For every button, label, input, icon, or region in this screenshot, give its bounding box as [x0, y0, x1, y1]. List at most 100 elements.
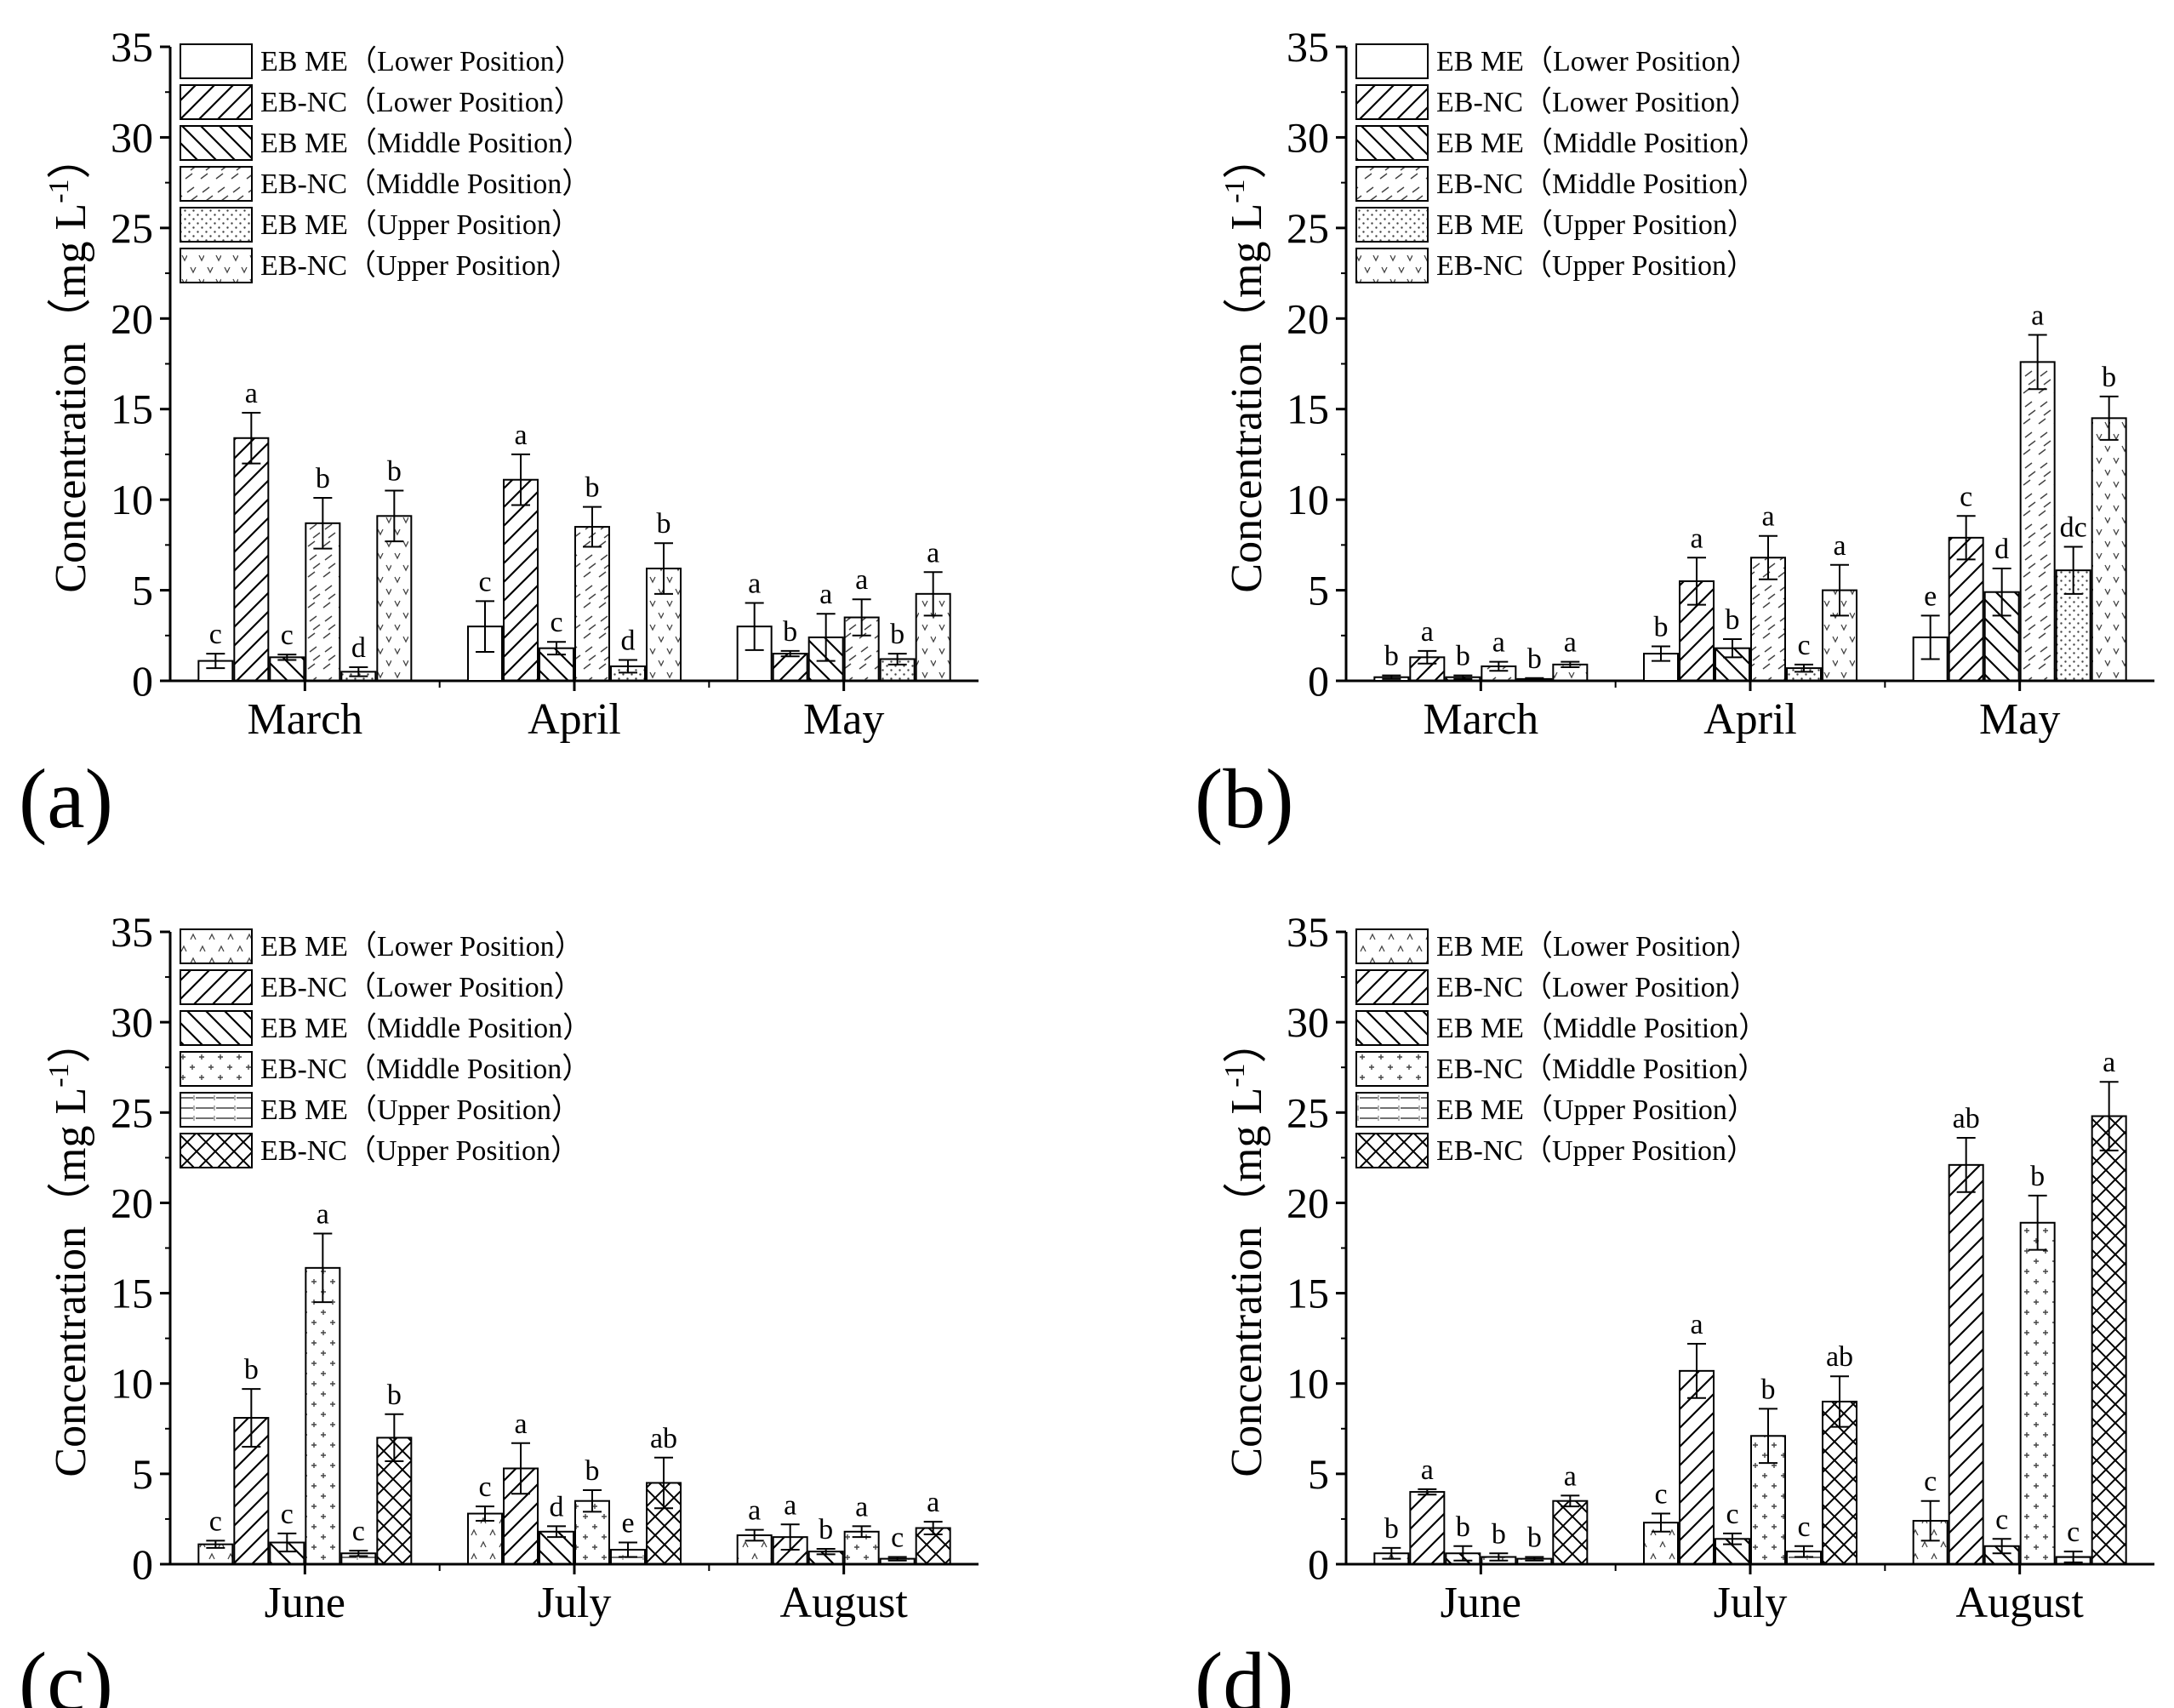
significance-label: b — [1492, 1518, 1506, 1550]
bar — [2019, 1221, 2056, 1566]
bar — [1552, 1499, 1589, 1565]
y-tick-label: 10 — [111, 476, 153, 523]
legend-swatch — [180, 207, 253, 243]
bar — [503, 478, 539, 682]
x-category-label: April — [528, 695, 621, 744]
significance-label: a — [245, 378, 258, 409]
significance-label: c — [550, 607, 562, 638]
y-axis-label: Concentration（mg L-1） — [43, 134, 95, 592]
legend-label: EB ME（Middle Position） — [1436, 127, 1767, 159]
legend-swatch — [1355, 166, 1429, 202]
significance-label: b — [316, 463, 330, 494]
legend-label: EB-NC（Upper Position） — [1436, 249, 1755, 282]
significance-label: a — [855, 564, 868, 596]
y-tick-label: 20 — [111, 294, 153, 342]
significance-label: c — [281, 1499, 294, 1530]
significance-label: c — [2067, 1517, 2080, 1548]
legend-label: EB-NC（Lower Position） — [260, 86, 583, 118]
bar — [1948, 1163, 1984, 1565]
legend-swatch — [180, 928, 253, 964]
significance-label: b — [1761, 1374, 1776, 1405]
significance-label: a — [1564, 627, 1577, 659]
legend-swatch — [180, 969, 253, 1005]
chart-panel-c: 0 5 10 15 20 25 30 35 Concentration（mg L-1） June c… — [19, 908, 979, 1708]
y-tick-label: 25 — [1287, 1088, 1329, 1136]
bar — [269, 656, 305, 682]
panel-label: (c) — [19, 1635, 113, 1708]
y-tick-label: 35 — [1287, 908, 1329, 956]
significance-label: b — [1456, 641, 1470, 672]
y-tick-label: 15 — [111, 1270, 153, 1317]
significance-label: b — [1456, 1511, 1470, 1543]
x-category-label: March — [1423, 695, 1538, 744]
significance-label: a — [1421, 616, 1434, 648]
legend-swatch — [1355, 1010, 1429, 1046]
significance-label: b — [387, 1380, 402, 1411]
significance-label: d — [621, 626, 636, 657]
significance-label: d — [550, 1491, 564, 1522]
x-category-label: August — [780, 1579, 909, 1627]
significance-label: a — [1492, 627, 1505, 659]
significance-label: c — [1797, 1511, 1810, 1543]
significance-label: a — [819, 579, 832, 610]
significance-label: a — [1690, 1309, 1703, 1340]
significance-label: b — [387, 456, 402, 488]
x-category-label: June — [1441, 1579, 1521, 1627]
bar — [2091, 417, 2127, 682]
legend-swatch — [1355, 1092, 1429, 1128]
x-category-label: July — [1714, 1579, 1788, 1627]
significance-label: a — [927, 1487, 939, 1518]
legend-label: EB ME（Middle Position） — [1436, 1012, 1767, 1044]
legend-label: EB ME（Middle Position） — [260, 1012, 591, 1044]
legend-swatch — [1355, 969, 1429, 1005]
x-category-label: April — [1703, 695, 1797, 744]
y-tick-label: 20 — [1287, 1179, 1329, 1226]
y-tick-label: 0 — [132, 1540, 153, 1588]
significance-label: a — [317, 1199, 329, 1231]
bar — [1822, 589, 1857, 682]
y-tick-label: 15 — [1287, 386, 1329, 433]
significance-label: c — [1654, 1479, 1667, 1511]
y-tick-label: 25 — [111, 1088, 153, 1136]
significance-label: a — [748, 1495, 761, 1527]
y-tick-label: 5 — [132, 567, 153, 614]
significance-label: a — [1421, 1454, 1434, 1486]
panel-label: (b) — [1195, 751, 1294, 846]
y-tick-label: 35 — [1287, 23, 1329, 71]
legend-label: EB-NC（Lower Position） — [260, 971, 583, 1003]
y-tick-label: 5 — [1308, 567, 1329, 614]
significance-label: c — [209, 619, 222, 650]
significance-label: a — [927, 537, 939, 568]
significance-label: dc — [2060, 511, 2087, 543]
significance-label: c — [281, 620, 294, 651]
significance-label: a — [1833, 530, 1846, 562]
bar — [879, 658, 916, 683]
significance-label: b — [1527, 643, 1542, 675]
significance-label: c — [478, 566, 491, 597]
legend-label: EB ME（Upper Position） — [260, 209, 580, 241]
panel-label: (d) — [1195, 1635, 1294, 1708]
y-tick-label: 30 — [1287, 998, 1329, 1046]
significance-label: d — [1994, 534, 2009, 565]
significance-label: b — [1726, 604, 1740, 636]
legend-swatch — [180, 84, 253, 120]
legend-swatch — [1355, 1133, 1429, 1168]
significance-label: b — [585, 472, 600, 504]
bar — [574, 526, 610, 682]
x-category-label: July — [538, 1579, 612, 1627]
legend-label: EB-NC（Lower Position） — [1436, 971, 1759, 1003]
legend-swatch — [1355, 43, 1429, 79]
legend-swatch — [1355, 125, 1429, 161]
y-axis-label: Concentration（mg L-1） — [1219, 1019, 1271, 1477]
legend-swatch — [180, 1133, 253, 1168]
significance-label: b — [585, 1455, 600, 1487]
significance-label: b — [1527, 1522, 1542, 1554]
y-tick-label: 20 — [1287, 294, 1329, 342]
y-tick-label: 0 — [132, 657, 153, 705]
y-tick-label: 15 — [111, 386, 153, 433]
legend-label: EB ME（Upper Position） — [1436, 209, 1756, 241]
bar — [305, 1266, 341, 1565]
y-tick-label: 5 — [1308, 1450, 1329, 1498]
chart-panel-b: 0 5 10 15 20 25 30 35 Concentration（mg L-1） March… — [1195, 23, 2154, 846]
y-tick-label: 0 — [1308, 1540, 1329, 1588]
